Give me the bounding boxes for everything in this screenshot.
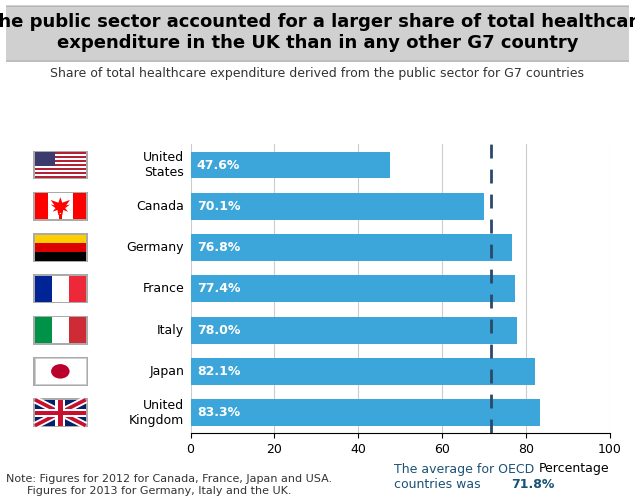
Text: 83.3%: 83.3% — [197, 406, 240, 419]
Text: United
States: United States — [143, 151, 184, 179]
Text: The average for OECD
countries was: The average for OECD countries was — [394, 463, 534, 491]
Text: France: France — [142, 282, 184, 295]
FancyBboxPatch shape — [0, 6, 635, 61]
Text: United
Kingdom: United Kingdom — [129, 398, 184, 427]
Text: 71.8%: 71.8% — [511, 478, 554, 491]
Bar — [190, 234, 512, 261]
Text: Canada: Canada — [137, 200, 184, 213]
Bar — [190, 193, 485, 220]
Text: 76.8%: 76.8% — [197, 241, 240, 254]
Bar — [190, 399, 540, 426]
Text: Share of total healthcare expenditure derived from the public sector for G7 coun: Share of total healthcare expenditure de… — [51, 67, 584, 80]
Bar — [190, 275, 515, 302]
Text: 47.6%: 47.6% — [197, 158, 240, 171]
Bar — [190, 151, 390, 178]
Text: 77.4%: 77.4% — [197, 282, 240, 295]
Text: Note: Figures for 2012 for Canada, France, Japan and USA.
      Figures for 2013: Note: Figures for 2012 for Canada, Franc… — [6, 474, 333, 496]
Text: Japan: Japan — [149, 365, 184, 378]
Bar — [190, 317, 518, 344]
Text: The public sector accounted for a larger share of total healthcare
expenditure i: The public sector accounted for a larger… — [0, 13, 635, 52]
Text: Italy: Italy — [157, 324, 184, 337]
Text: Germany: Germany — [127, 241, 184, 254]
Bar — [190, 358, 535, 385]
Text: 78.0%: 78.0% — [197, 324, 240, 337]
Text: 70.1%: 70.1% — [197, 200, 240, 213]
Text: 82.1%: 82.1% — [197, 365, 240, 378]
X-axis label: Percentage: Percentage — [539, 462, 610, 475]
